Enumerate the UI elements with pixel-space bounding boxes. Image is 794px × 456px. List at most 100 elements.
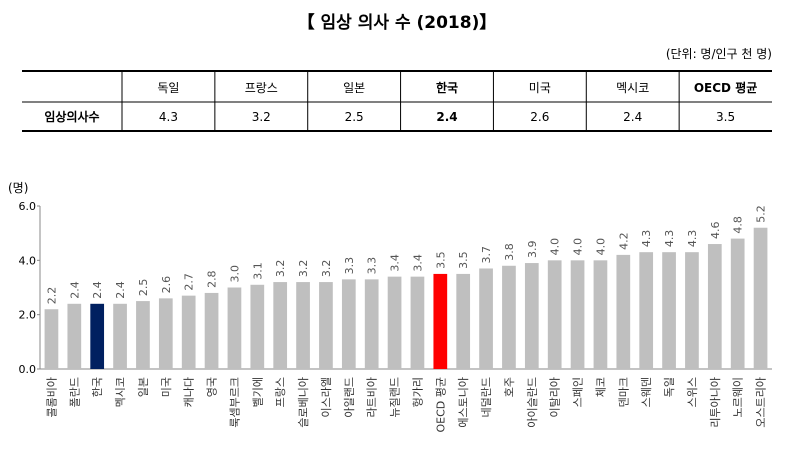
value-label: 4.0 bbox=[572, 238, 585, 256]
bar bbox=[502, 265, 516, 369]
x-tick-label: 스페인 bbox=[572, 377, 585, 407]
bar bbox=[707, 244, 722, 369]
bar bbox=[273, 282, 288, 369]
value-label: 2.4 bbox=[114, 281, 127, 299]
y-tick-label: 0.0 bbox=[19, 363, 37, 376]
bar bbox=[616, 254, 631, 369]
y-tick-label: 6.0 bbox=[19, 200, 37, 213]
x-tick-label: 미국 bbox=[160, 377, 173, 397]
bar bbox=[524, 263, 539, 369]
x-tick-label: 한국 bbox=[91, 377, 104, 397]
value-label: 2.2 bbox=[45, 287, 58, 305]
value-label: 4.3 bbox=[686, 230, 699, 248]
bar bbox=[227, 287, 242, 369]
bar bbox=[456, 273, 471, 369]
column-header: 한국 bbox=[436, 80, 458, 95]
x-tick-label: 라트비아 bbox=[366, 377, 379, 417]
bar bbox=[410, 276, 425, 369]
x-tick-label: 리투아니아 bbox=[709, 377, 722, 428]
x-tick-label: 독일 bbox=[662, 377, 676, 397]
value-label: 4.3 bbox=[640, 230, 653, 248]
bar bbox=[387, 276, 402, 369]
x-tick-label: 네덜란드 bbox=[480, 377, 493, 417]
bar bbox=[685, 252, 699, 369]
x-tick-label: OECD 평균 bbox=[434, 377, 447, 433]
cell: 2.6 bbox=[530, 110, 549, 124]
y-axis-label: (명) bbox=[8, 181, 28, 195]
column-header: 일본 bbox=[343, 81, 365, 95]
y-tick-label: 4.0 bbox=[19, 254, 37, 267]
table bbox=[22, 70, 772, 132]
bar bbox=[433, 273, 448, 369]
value-label: 2.6 bbox=[160, 276, 173, 294]
x-tick-label: 벨기에 bbox=[251, 377, 264, 407]
bar bbox=[181, 295, 196, 369]
x-tick-label: 체코 bbox=[594, 377, 607, 397]
value-label: 3.1 bbox=[251, 262, 264, 280]
value-label: 4.0 bbox=[594, 238, 607, 256]
bar bbox=[570, 260, 585, 369]
value-label: 2.7 bbox=[183, 273, 196, 291]
cell: 2.5 bbox=[345, 110, 364, 124]
x-tick-label: 노르웨이 bbox=[732, 377, 745, 417]
bar bbox=[296, 282, 310, 369]
bar bbox=[593, 260, 608, 369]
x-tick-label: 아이슬란드 bbox=[526, 377, 539, 428]
column-header: OECD 평균 bbox=[694, 81, 757, 95]
x-tick-label: 멕시코 bbox=[114, 377, 127, 407]
bar bbox=[44, 309, 59, 369]
title: 【 임상 의사 수 (2018)】 bbox=[298, 12, 497, 33]
value-label: 3.7 bbox=[480, 246, 493, 264]
value-label: 4.0 bbox=[549, 238, 562, 256]
column-header: 멕시코 bbox=[616, 81, 649, 95]
cell: 3.5 bbox=[716, 110, 735, 124]
value-label: 5.2 bbox=[755, 205, 768, 223]
x-tick-label: 캐나다 bbox=[183, 377, 196, 407]
value-label: 3.3 bbox=[343, 257, 356, 275]
bar bbox=[319, 282, 333, 369]
x-tick-label: 뉴질랜드 bbox=[389, 377, 402, 417]
cell: 4.3 bbox=[159, 110, 178, 124]
x-tick-label: 프랑스 bbox=[274, 377, 287, 407]
bar bbox=[479, 268, 493, 369]
bar bbox=[113, 303, 127, 369]
value-label: 2.4 bbox=[68, 281, 81, 299]
x-tick-label: 에스토니아 bbox=[457, 377, 470, 428]
value-label: 4.6 bbox=[709, 222, 722, 240]
bar bbox=[753, 227, 768, 369]
x-tick-label: 스위스 bbox=[686, 377, 699, 407]
x-tick-label: 오스트리아 bbox=[755, 377, 768, 428]
x-tick-label: 아일랜드 bbox=[342, 377, 356, 417]
bar bbox=[158, 298, 173, 369]
x-tick-label: 콜롬비아 bbox=[45, 377, 58, 417]
bar bbox=[364, 279, 379, 369]
x-tick-label: 이스라엘 bbox=[320, 377, 333, 417]
x-tick-label: 이탈리아 bbox=[549, 377, 562, 417]
column-header: 프랑스 bbox=[245, 81, 278, 95]
value-label: 3.8 bbox=[503, 243, 516, 261]
cell: 2.4 bbox=[623, 110, 642, 124]
bar bbox=[136, 301, 150, 369]
cell: 2.4 bbox=[436, 110, 457, 124]
value-label: 3.4 bbox=[389, 254, 402, 272]
y-tick-label: 2.0 bbox=[19, 309, 37, 322]
x-tick-label: 룩셈부르크 bbox=[228, 377, 241, 428]
column-header: 미국 bbox=[529, 81, 551, 95]
bar bbox=[90, 303, 105, 369]
unit: (단위: 명/인구 천 명) bbox=[666, 46, 772, 61]
row-label: 임상의사수 bbox=[44, 109, 99, 124]
x-tick-label: 슬로베니아 bbox=[297, 377, 310, 428]
value-label: 3.2 bbox=[274, 260, 287, 278]
x-tick-label: 덴마크 bbox=[617, 377, 630, 407]
value-label: 3.5 bbox=[434, 251, 447, 269]
bar bbox=[662, 252, 676, 369]
value-label: 3.3 bbox=[366, 257, 379, 275]
bar bbox=[204, 292, 219, 369]
bar bbox=[250, 284, 265, 369]
x-tick-label: 호주 bbox=[503, 377, 516, 397]
x-tick-label: 일본 bbox=[136, 377, 150, 397]
value-label: 4.3 bbox=[663, 230, 676, 248]
column-header: 독일 bbox=[157, 81, 179, 95]
value-label: 3.9 bbox=[526, 241, 539, 259]
